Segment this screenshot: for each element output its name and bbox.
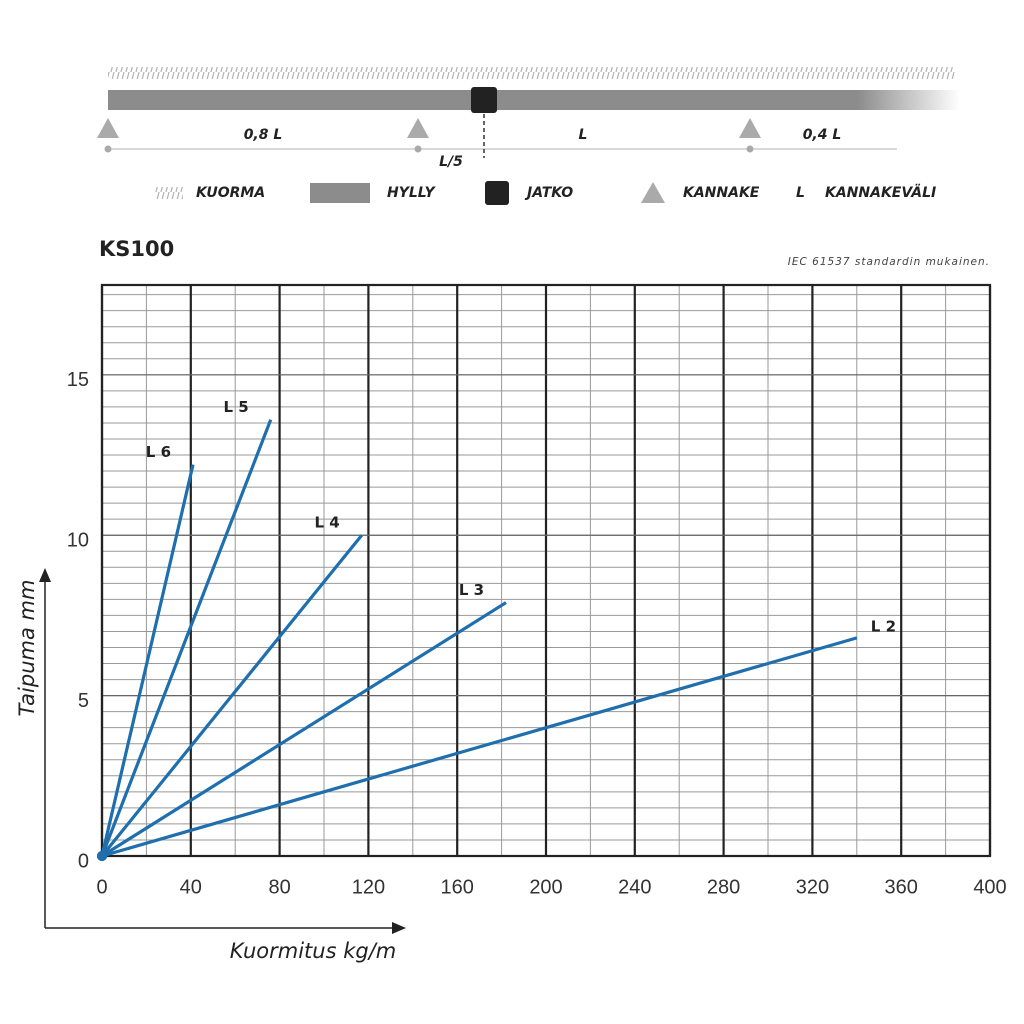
chart-title: KS100 bbox=[99, 237, 174, 261]
legend-label: JATKO bbox=[524, 185, 573, 201]
x-tick-label: 360 bbox=[885, 876, 918, 898]
span-diagram: 0,8 L L 0,4 L L/5 bbox=[97, 67, 960, 170]
load bbox=[108, 67, 955, 79]
dot bbox=[414, 145, 422, 153]
x-tick-label: 40 bbox=[180, 876, 202, 898]
plot-frame bbox=[100, 283, 992, 858]
extension-label: L/5 bbox=[439, 154, 463, 170]
legend-label: KUORMA bbox=[196, 185, 265, 201]
x-tick-label: 160 bbox=[441, 876, 474, 898]
legend-symbol bbox=[310, 183, 370, 203]
series-label: L 4 bbox=[315, 514, 340, 532]
series-label: L 5 bbox=[224, 398, 249, 416]
legend-symbol bbox=[155, 187, 183, 199]
legend-symbol bbox=[641, 182, 665, 203]
support bbox=[97, 118, 119, 138]
x-tick-label: 320 bbox=[796, 876, 829, 898]
series-line bbox=[100, 534, 363, 858]
legend-label: KANNAKE bbox=[683, 185, 760, 201]
x-tick-label: 240 bbox=[618, 876, 651, 898]
axis-arrows bbox=[39, 568, 406, 934]
chart-subtitle: IEC 61537 standardin mukainen. bbox=[788, 256, 990, 268]
y-tick-label: 0 bbox=[78, 850, 89, 872]
y-tick-label: 10 bbox=[67, 529, 89, 551]
x-tick-label: 0 bbox=[96, 876, 107, 898]
legend-label: L bbox=[796, 185, 805, 201]
y-tick-label: 5 bbox=[78, 690, 89, 712]
y-tick-label: 15 bbox=[67, 369, 89, 391]
span-label: L bbox=[579, 127, 588, 143]
x-arrow-head bbox=[392, 922, 406, 934]
x-tick-label: 120 bbox=[352, 876, 385, 898]
x-tick-label: 280 bbox=[707, 876, 740, 898]
series-line bbox=[100, 464, 195, 857]
y-axis-label: Taipuma mm bbox=[15, 580, 39, 717]
diagram-legend: KUORMA HYLLY JATKO KANNAKE L KANNAKEVÄLI bbox=[155, 181, 936, 205]
span-label: 0,8 L bbox=[244, 127, 283, 143]
span-label: 0,4 L bbox=[803, 127, 842, 143]
legend-symbol bbox=[485, 181, 509, 205]
series-line bbox=[101, 636, 858, 858]
origin-dot bbox=[97, 851, 107, 861]
support bbox=[739, 118, 761, 138]
support bbox=[407, 118, 429, 138]
x-tick-label: 400 bbox=[973, 876, 1006, 898]
joint bbox=[471, 87, 497, 113]
series-label: L 2 bbox=[871, 617, 896, 635]
dot bbox=[104, 145, 112, 153]
x-tick-label: 200 bbox=[529, 876, 562, 898]
series-line bbox=[101, 601, 507, 858]
series-label: L 3 bbox=[459, 581, 484, 599]
y-arrow-head bbox=[39, 568, 51, 582]
x-axis-label: Kuormitus kg/m bbox=[230, 939, 396, 963]
legend-label: KANNAKEVÄLI bbox=[825, 184, 936, 201]
legend-label: HYLLY bbox=[387, 185, 437, 201]
series-line bbox=[100, 419, 273, 857]
shelf bbox=[108, 90, 960, 110]
x-tick-label: 80 bbox=[268, 876, 290, 898]
dot bbox=[746, 145, 754, 153]
series-label: L 6 bbox=[146, 443, 171, 461]
plot: 0 40 80 120 160 200 240 280 320 360 400 0 5 10 15 L 2 L … bbox=[67, 283, 1007, 898]
